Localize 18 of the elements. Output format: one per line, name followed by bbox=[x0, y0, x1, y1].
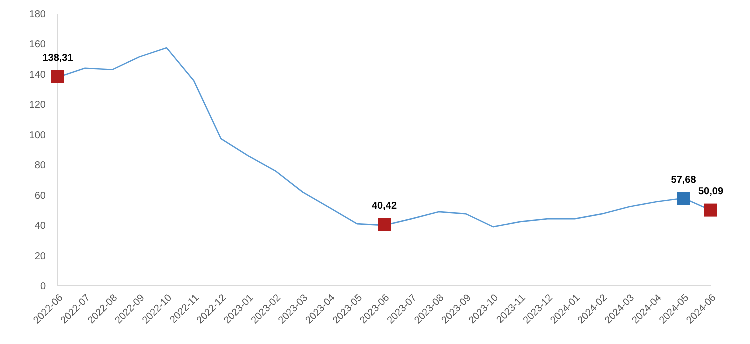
y-tick-label: 80 bbox=[34, 160, 46, 172]
y-tick-label: 100 bbox=[29, 130, 46, 142]
point bbox=[704, 204, 718, 217]
data-label: 50,09 bbox=[698, 186, 724, 198]
data-label: 40,42 bbox=[372, 200, 398, 212]
y-tick-label: 0 bbox=[40, 282, 46, 292]
point bbox=[52, 70, 64, 84]
point bbox=[378, 218, 391, 232]
point bbox=[677, 192, 690, 206]
y-tick-label: 160 bbox=[29, 40, 46, 51]
y-tick-label: 40 bbox=[34, 221, 46, 232]
y-tick-label: 20 bbox=[34, 251, 46, 262]
y-tick-label: 120 bbox=[29, 100, 46, 112]
data-label: 57,68 bbox=[671, 174, 697, 186]
data-label: 138,31 bbox=[42, 53, 74, 64]
y-tick-label: 60 bbox=[34, 190, 46, 202]
y-tick-label: 180 bbox=[29, 10, 46, 20]
y-tick-label: 140 bbox=[29, 70, 46, 81]
